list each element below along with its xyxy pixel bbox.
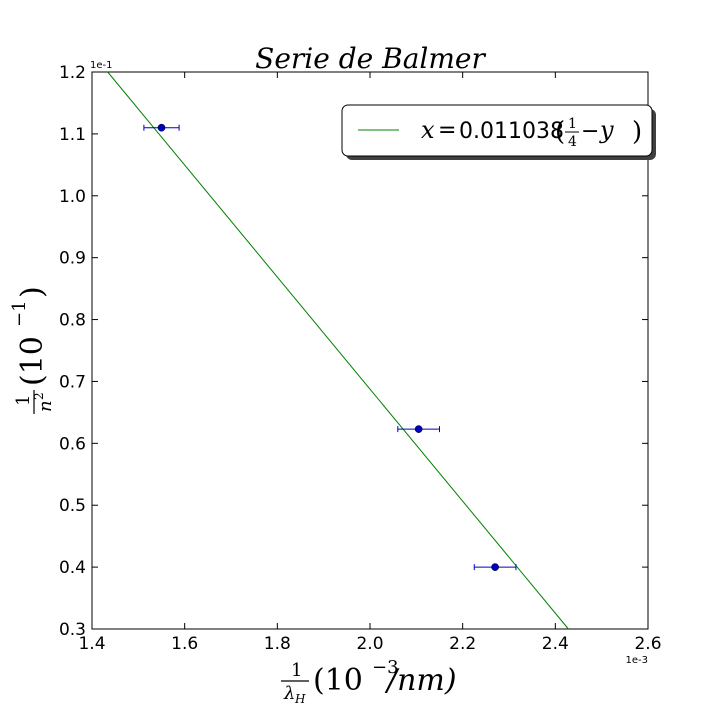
- fit-line-group: [107, 71, 569, 630]
- fit-line: [107, 71, 569, 630]
- ylabel-frac-den: n: [35, 400, 56, 412]
- legend-paren-open: (: [555, 117, 565, 147]
- y-tick-label: 0.8: [59, 311, 86, 331]
- ylabel-rest: ): [15, 286, 50, 298]
- data-point: [491, 563, 499, 571]
- legend-frac-den: 4: [568, 134, 577, 150]
- x-tick-label: 2.0: [356, 634, 383, 654]
- ylabel-paren-open: (10: [15, 336, 50, 386]
- xlabel-rest: /nm): [384, 663, 457, 698]
- y-axis-label: 1 n 2 (10 −1 ): [9, 286, 56, 414]
- data-point: [157, 123, 166, 132]
- ylabel-frac-num: 1: [13, 395, 34, 406]
- data-point: [414, 425, 423, 433]
- legend-var-x: x: [421, 116, 435, 144]
- y-tick-label: 0.4: [59, 558, 86, 578]
- legend: x = 0.011038 ( 1 4 − y ): [341, 104, 656, 160]
- y-tick-label: 0.9: [59, 249, 86, 269]
- x-tick-label: 1.8: [264, 634, 291, 654]
- chart-title: Serie de Balmer: [255, 42, 486, 75]
- xlabel-frac-num: 1: [291, 660, 302, 681]
- ylabel-exponent: −1: [9, 300, 30, 327]
- legend-frac-num: 1: [568, 116, 577, 132]
- y-tick-label: 0.5: [59, 496, 86, 516]
- xlabel-paren-open: (10: [313, 663, 363, 698]
- y-tick-label: 0.7: [59, 372, 86, 392]
- data-points-group: [143, 123, 517, 571]
- xlabel-frac-den: λ: [283, 683, 295, 704]
- y-tick-labels: 0.3 0.4 0.5 0.6 0.7 0.8 0.9 1.0 1.1 1.2: [59, 63, 86, 640]
- legend-equals: =: [438, 118, 456, 143]
- legend-var-y: y: [599, 116, 614, 144]
- y-tick-label: 1.1: [59, 125, 86, 145]
- y-tick-label: 1.2: [59, 63, 86, 83]
- legend-coefficient: 0.011038: [459, 119, 564, 144]
- y-offset-label: 1e-1: [90, 60, 113, 71]
- y-tick-label: 0.3: [59, 620, 86, 640]
- x-tick-label: 2.6: [634, 634, 661, 654]
- y-tick-label: 0.6: [59, 434, 86, 454]
- x-tick-label: 1.6: [171, 634, 198, 654]
- x-tick-label: 1.4: [78, 634, 105, 654]
- legend-box: [341, 104, 653, 157]
- x-tick-label: 2.2: [449, 634, 476, 654]
- xlabel-frac-den-sub: H: [294, 692, 306, 706]
- tick-marks: [91, 71, 649, 630]
- x-tick-label: 2.4: [542, 634, 569, 654]
- legend-paren-close: ): [632, 117, 642, 147]
- xlabel-exponent: −3: [372, 657, 399, 678]
- x-tick-labels: 1.4 1.6 1.8 2.0 2.2 2.4 2.6: [78, 634, 661, 654]
- x-offset-label: 1e-3: [626, 655, 649, 666]
- y-tick-label: 1.0: [59, 187, 86, 207]
- legend-minus: −: [581, 119, 599, 144]
- x-axis-label: 1 λ H (10 −3 /nm): [281, 657, 457, 706]
- ylabel-frac-den-sup: 2: [32, 392, 46, 400]
